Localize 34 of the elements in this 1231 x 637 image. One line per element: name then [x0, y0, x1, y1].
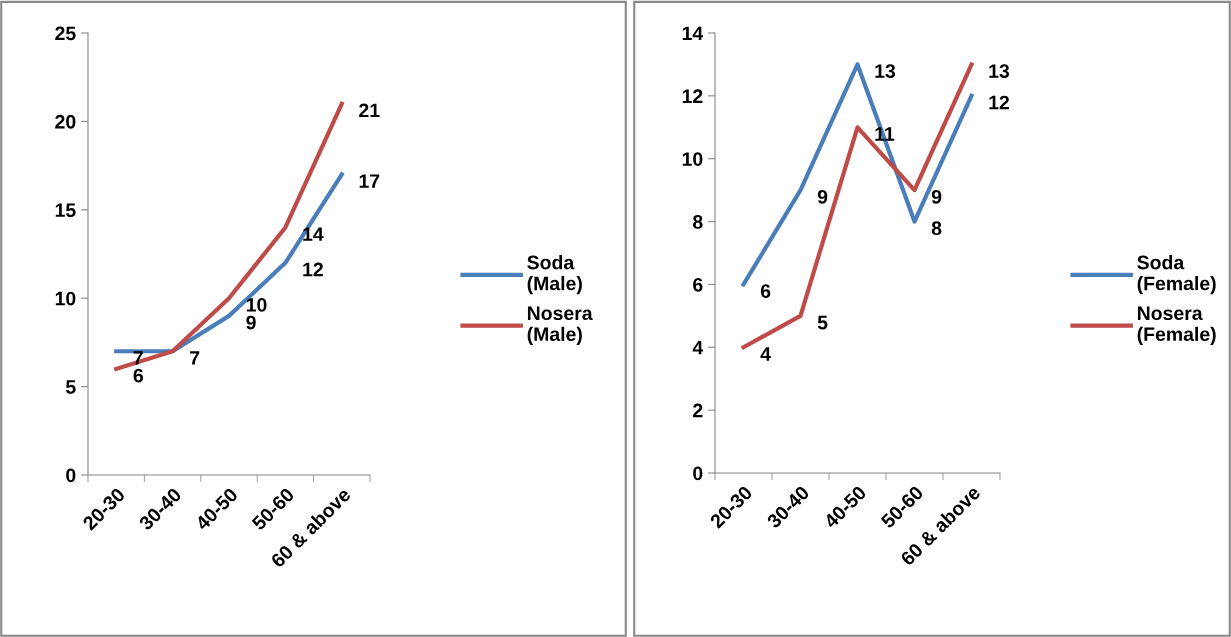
- data-label: 8: [931, 221, 942, 236]
- data-label: 5: [817, 315, 828, 330]
- data-label: 17: [359, 174, 380, 188]
- y-tick-label: 0: [693, 466, 703, 481]
- y-tick-label: 5: [65, 380, 76, 394]
- data-label: 12: [303, 262, 323, 277]
- data-label: 4: [760, 347, 771, 361]
- data-label: 13: [989, 64, 1010, 79]
- data-label: 13: [875, 64, 896, 79]
- legend-label: Nosera (Female): [1137, 306, 1216, 345]
- data-label: 6: [133, 368, 143, 383]
- data-label: 10: [246, 297, 267, 312]
- y-tick-label: 12: [682, 89, 703, 103]
- y-tick-label: 15: [55, 203, 76, 218]
- y-tick-label: 14: [682, 26, 704, 41]
- legend-label: Soda (Male): [527, 255, 582, 295]
- y-tick-label: 8: [693, 215, 703, 229]
- data-label: 12: [989, 95, 1010, 110]
- data-label: 9: [817, 189, 828, 204]
- y-tick-label: 2: [693, 403, 703, 418]
- y-tick-label: 25: [55, 26, 76, 41]
- data-label: 6: [760, 284, 771, 298]
- data-label: 21: [359, 103, 380, 118]
- y-tick-label: 4: [692, 340, 704, 355]
- y-tick-label: 10: [682, 152, 703, 166]
- legend-label: Soda (Female): [1137, 255, 1216, 295]
- y-tick-label: 6: [693, 277, 703, 292]
- legend-label: Nosera (Male): [527, 306, 593, 345]
- y-tick-label: 20: [55, 114, 76, 129]
- data-label: 9: [246, 315, 256, 330]
- data-label: 9: [931, 189, 942, 204]
- data-label: 7: [190, 351, 200, 365]
- y-tick-label: 0: [66, 468, 76, 483]
- y-tick-label: 10: [55, 291, 76, 306]
